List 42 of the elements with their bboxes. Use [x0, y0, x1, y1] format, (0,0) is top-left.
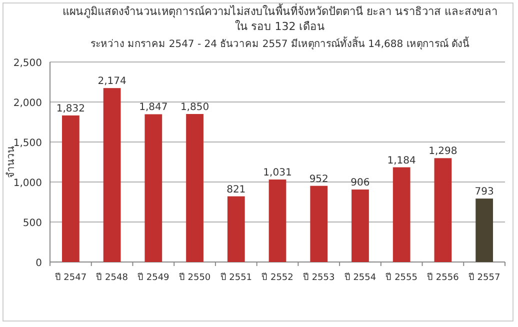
- y-tick-label: 1,000: [13, 178, 42, 189]
- x-tick-label: ปี 2549: [138, 272, 170, 283]
- data-label: 1,031: [263, 168, 292, 179]
- data-label: 793: [474, 186, 494, 198]
- bar: [268, 180, 286, 262]
- bar: [392, 167, 410, 262]
- bar: [103, 88, 121, 262]
- bar: [476, 198, 494, 262]
- data-label: 1,184: [387, 155, 416, 166]
- bar: [62, 115, 80, 262]
- data-label: 906: [350, 178, 370, 189]
- data-label: 821: [226, 184, 246, 196]
- bar: [186, 114, 204, 262]
- bar: [227, 196, 245, 262]
- data-label: 2,174: [98, 76, 126, 88]
- x-tick-label: ปี 2556: [427, 272, 460, 283]
- data-label: 1,832: [56, 103, 85, 114]
- y-tick-label: 2,000: [13, 98, 42, 109]
- x-tick-label: ปี 2548: [96, 272, 128, 283]
- y-tick-label: 1,500: [13, 138, 42, 149]
- x-tick-label: ปี 2550: [178, 272, 211, 283]
- chart-subtitle: ระหว่าง มกราคม 2547 - 24 ธันวาคม 2557 มีเหตุการณ์ทั้งสิ้น 14,688 เหตุการณ์ ดังนี้: [89, 36, 470, 51]
- x-tick-label: ปี 2547: [54, 272, 87, 283]
- x-tick-label: ปี 2557: [468, 272, 500, 283]
- y-tick-label: 0: [36, 258, 42, 269]
- y-tick-label: 500: [22, 218, 42, 229]
- x-tick-label: ปี 2553: [302, 272, 335, 283]
- x-tick-label: ปี 2551: [220, 272, 252, 283]
- y-tick-label: 2,500: [13, 58, 42, 69]
- bar: [352, 190, 369, 262]
- data-label: 1,850: [180, 102, 210, 113]
- data-label: 1,847: [139, 102, 168, 114]
- bar: [310, 186, 328, 262]
- data-label: 952: [309, 174, 328, 185]
- x-tick-label: ปี 2554: [344, 272, 376, 283]
- y-axis-title: จำนวน: [6, 146, 17, 178]
- data-label: 1,298: [428, 146, 458, 158]
- chart-title: แผนภูมิแสดงจำนวนเหตุการณ์ความไม่สงบในพื้นที่จังหวัดปัตตานี ยะลา นราธิวาส และสงขลาใน รอบ 132 เดือน: [61, 4, 499, 34]
- bar: [434, 158, 452, 262]
- x-tick-label: ปี 2555: [386, 272, 418, 283]
- bar: [144, 114, 162, 262]
- x-tick-label: ปี 2552: [262, 272, 294, 283]
